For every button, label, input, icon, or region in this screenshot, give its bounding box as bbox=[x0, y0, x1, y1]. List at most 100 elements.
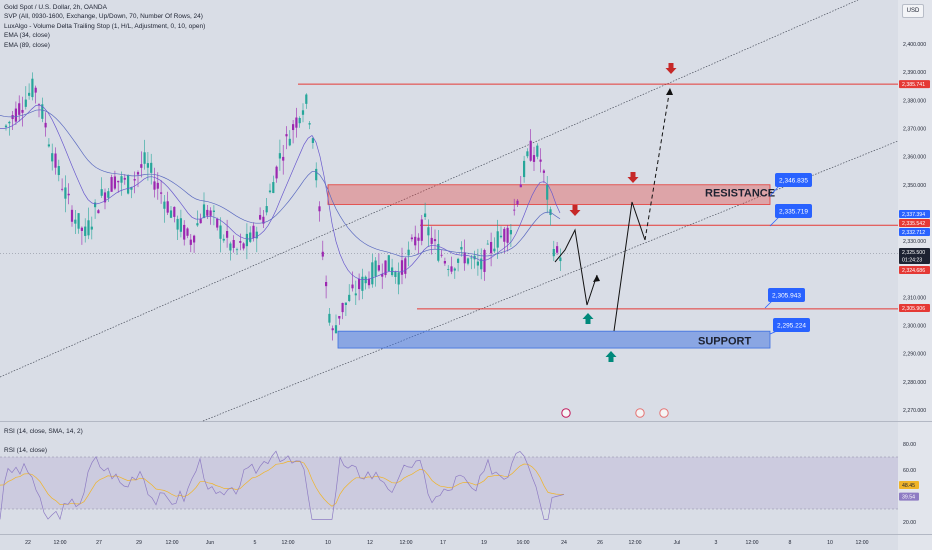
candle-body bbox=[199, 219, 202, 224]
candle-body bbox=[245, 233, 248, 247]
candle-body bbox=[94, 202, 97, 208]
candle-body bbox=[90, 226, 93, 230]
candle-body bbox=[57, 166, 60, 176]
callout-leader bbox=[769, 216, 780, 227]
candle-body bbox=[559, 257, 562, 262]
candle-body bbox=[430, 237, 433, 244]
candle-body bbox=[206, 209, 209, 216]
price-tag: 2,325.500 01:24:23 bbox=[899, 248, 930, 264]
candle-body bbox=[414, 236, 417, 246]
price-tag: 2,337.394 bbox=[899, 210, 930, 218]
candle-body bbox=[156, 182, 159, 189]
candle-body bbox=[186, 228, 189, 236]
candle-body bbox=[209, 210, 212, 216]
candle-body bbox=[255, 231, 258, 239]
price-tag-text: 2,305.906 bbox=[902, 306, 925, 312]
candle-body bbox=[371, 262, 374, 285]
candle-body bbox=[453, 268, 456, 271]
candle-body bbox=[493, 248, 496, 252]
currency-button[interactable]: USD bbox=[902, 4, 924, 18]
callout-text: 2,346.835 bbox=[779, 178, 808, 185]
candle-body bbox=[394, 271, 397, 277]
candle-body bbox=[235, 249, 239, 251]
candle-body bbox=[298, 117, 301, 124]
price-tag-bg bbox=[899, 266, 930, 274]
price-tick-label: 2,310.000 bbox=[903, 295, 926, 301]
price-callout: 2,305.943 bbox=[764, 288, 805, 309]
time-tick-label: 10 bbox=[827, 540, 833, 546]
callout-text: 2,335.719 bbox=[779, 209, 808, 216]
candle-body bbox=[64, 187, 67, 199]
rsi-legend-2[interactable]: RSI (14, close) bbox=[4, 447, 47, 454]
candle-body bbox=[18, 103, 21, 115]
candle-body bbox=[166, 201, 169, 213]
sell-arrow-icon bbox=[627, 172, 639, 183]
candle-body bbox=[480, 258, 483, 270]
candle-body bbox=[334, 325, 338, 334]
candle-body bbox=[374, 260, 377, 277]
rsi-tick-label: 80.00 bbox=[903, 442, 916, 448]
candle-body bbox=[509, 230, 512, 235]
candle-body bbox=[367, 278, 371, 286]
price-axis bbox=[898, 0, 932, 550]
channel-line-upper bbox=[0, 0, 859, 378]
time-tick-label: 8 bbox=[789, 540, 792, 546]
rsi-pane bbox=[0, 422, 898, 534]
time-tick-label: 12:00 bbox=[166, 540, 179, 546]
chart-legend[interactable]: Gold Spot / U.S. Dollar, 2h, OANDA SVP (… bbox=[4, 3, 205, 50]
channel-line-lower bbox=[202, 140, 899, 422]
price-tag-bg bbox=[899, 80, 930, 89]
indicator-luxalgo[interactable]: LuxAlgo - Volume Delta Trailing Stop (1,… bbox=[4, 22, 206, 30]
price-callout: 2,346.835 bbox=[769, 173, 812, 197]
rsi-legend-1[interactable]: RSI (14, close, SMA, 14, 2) bbox=[4, 428, 83, 435]
candle-body bbox=[282, 156, 285, 161]
projection-path-2 bbox=[613, 201, 646, 332]
candle-body bbox=[272, 182, 275, 194]
candle-body bbox=[437, 243, 440, 261]
candle-body bbox=[14, 108, 17, 122]
candle-body bbox=[424, 213, 427, 218]
candle-body bbox=[179, 218, 182, 232]
price-tag-text: 2,325.500 bbox=[902, 250, 925, 256]
candle-body bbox=[407, 249, 410, 256]
candle-body bbox=[117, 180, 120, 183]
candle-body bbox=[252, 225, 255, 239]
event-icon bbox=[659, 408, 669, 418]
candle-body bbox=[410, 237, 413, 240]
candle-body bbox=[417, 237, 420, 241]
candle-body bbox=[216, 218, 219, 228]
resistance-zone bbox=[327, 184, 771, 205]
candle-body bbox=[529, 140, 532, 161]
candle-body bbox=[249, 232, 252, 242]
price-tag: 2,332.712 bbox=[899, 228, 930, 236]
time-tick-label: 26 bbox=[597, 540, 603, 546]
candle-body bbox=[354, 293, 357, 296]
projection-path-1 bbox=[554, 228, 598, 306]
candle-body bbox=[107, 191, 110, 198]
time-tick-label: 24 bbox=[561, 540, 567, 546]
candle-body bbox=[169, 210, 173, 218]
indicator-ema-89[interactable]: EMA (89, close) bbox=[4, 41, 50, 49]
event-icon bbox=[561, 408, 571, 418]
candle-body bbox=[173, 206, 176, 217]
candle-body bbox=[150, 162, 153, 173]
candle-body bbox=[496, 231, 499, 248]
price-tag-text: 2,335.542 bbox=[902, 221, 925, 227]
candle-body bbox=[123, 177, 126, 180]
candle-body bbox=[450, 266, 453, 272]
candle-body bbox=[377, 265, 380, 271]
indicator-svp[interactable]: SVP (All, 0930-1600, Exchange, Up/Down, … bbox=[4, 13, 203, 21]
candle-body bbox=[315, 168, 318, 181]
indicator-ema-34[interactable]: EMA (34, close) bbox=[4, 32, 50, 40]
candle-body bbox=[51, 153, 54, 162]
price-tag: 2,305.906 bbox=[899, 304, 930, 312]
time-tick-label: 3 bbox=[715, 540, 718, 546]
price-tick-label: 2,380.000 bbox=[903, 98, 926, 104]
symbol-title[interactable]: Gold Spot / U.S. Dollar, 2h, OANDA bbox=[4, 4, 107, 11]
candle-body bbox=[100, 189, 103, 196]
time-tick-label: 29 bbox=[136, 540, 142, 546]
support-label: SUPPORT bbox=[698, 336, 751, 348]
sell-arrow-icon bbox=[569, 205, 581, 216]
event-icon bbox=[635, 408, 645, 418]
